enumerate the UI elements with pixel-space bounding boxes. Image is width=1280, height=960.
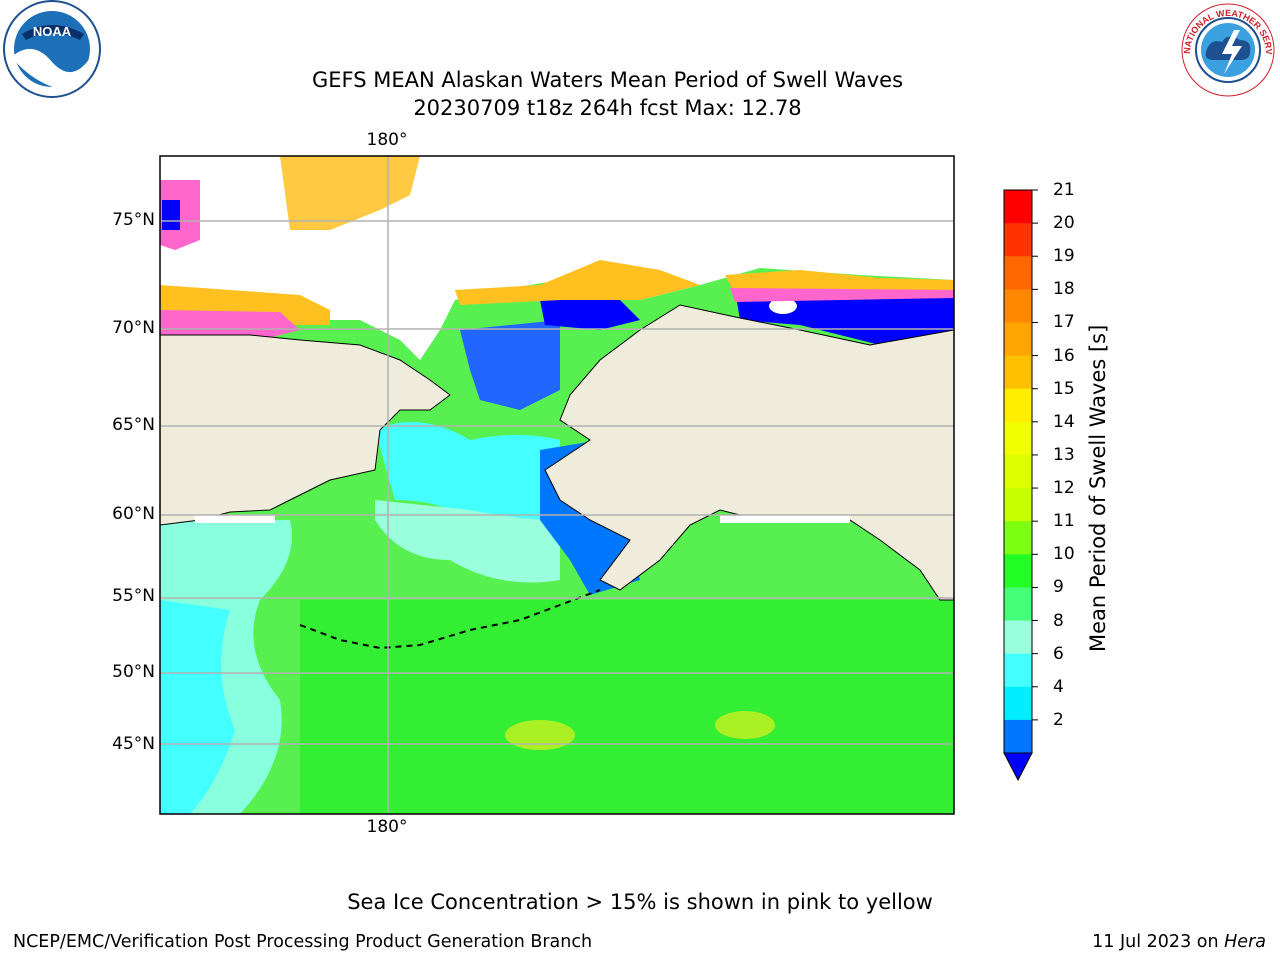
colorbar-swatch — [1004, 587, 1032, 622]
colorbar-frame — [1003, 189, 1033, 754]
colorbar-tick-label: 8 — [1053, 610, 1064, 631]
colorbar — [1003, 189, 1038, 782]
colorbar-tick-label: 14 — [1053, 411, 1075, 432]
ice-edge-pink-west — [160, 310, 300, 340]
colorbar-tick-label: 17 — [1053, 312, 1075, 333]
lon-label-bottom: 180° — [366, 817, 408, 837]
colorbar-tick-label: 6 — [1053, 643, 1064, 664]
lat-label-60: 60°N — [112, 504, 155, 524]
noaa-logo-icon: NOAA — [3, 0, 101, 98]
swell-peak-12-east — [715, 711, 775, 739]
colorbar-title: Mean Period of Swell Waves [s] — [1086, 324, 1110, 652]
sea-ice-ne-core — [162, 200, 180, 230]
map-frame — [159, 155, 955, 815]
lat-label-50: 50°N — [112, 662, 155, 682]
title-line-1: GEFS MEAN Alaskan Waters Mean Period of … — [311, 68, 904, 92]
footer-host: Hera — [1224, 932, 1266, 952]
lat-label-70: 70°N — [112, 318, 155, 338]
colorbar-swatch — [1004, 322, 1032, 357]
colorbar-swatch — [1004, 355, 1032, 390]
swell-band-8-9-bering — [375, 500, 560, 583]
swell-band-2-4-chukchi — [460, 320, 560, 410]
lat-label-75: 75°N — [112, 210, 155, 230]
swell-band-6-8-bering — [375, 422, 560, 520]
colorbar-swatch — [1004, 223, 1032, 257]
nws-logo-icon: NATIONAL WEATHER SERVICE — [1175, 0, 1275, 97]
lat-label-45: 45°N — [112, 734, 155, 754]
colorbar-swatch — [1004, 521, 1032, 555]
footer-date: 11 Jul 2023 on Hera — [1092, 932, 1266, 952]
colorbar-tick-label: 10 — [1053, 544, 1075, 565]
colorbar-swatch — [1004, 421, 1032, 456]
colorbar-tick-label: 2 — [1053, 709, 1064, 730]
colorbar-swatch — [1004, 289, 1032, 323]
colorbar-swatch — [1004, 388, 1032, 423]
title-line-2: 20230709 t18z 264h fcst Max: 12.78 — [413, 96, 802, 120]
sea-ice-note: Sea Ice Concentration > 15% is shown in … — [347, 890, 933, 914]
colorbar-swatch — [1004, 686, 1032, 721]
swell-band-lt2-chukchi — [540, 300, 640, 330]
colorbar-tick-label: 9 — [1053, 577, 1064, 598]
colorbar-swatch — [1004, 488, 1032, 522]
colorbar-extend-arrow — [1003, 752, 1033, 782]
colorbar-swatch — [1004, 620, 1032, 655]
lat-label-65: 65°N — [112, 415, 155, 435]
ice-edge-yellow-beaufort — [725, 270, 954, 294]
lat-label-55: 55°N — [112, 586, 155, 606]
sea-ice-north-patch — [280, 156, 420, 230]
noaa-logo-text: NOAA — [33, 24, 72, 39]
sea-ice-bering-edge-east — [720, 515, 850, 523]
colorbar-tick-label: 12 — [1053, 478, 1075, 499]
colorbar-tick-label: 21 — [1053, 180, 1075, 200]
lon-label-top: 180° — [366, 130, 408, 150]
colorbar-tick-label: 16 — [1053, 345, 1075, 366]
colorbar-swatch — [1004, 256, 1032, 290]
colorbar-swatch — [1004, 454, 1032, 489]
aleutian-islands — [299, 589, 601, 650]
colorbar-tick-label: 18 — [1053, 279, 1075, 300]
footer-credit: NCEP/EMC/Verification Post Processing Pr… — [13, 932, 593, 952]
sea-ice-bering-edge-west — [195, 515, 275, 523]
swell-band-10-11 — [300, 600, 954, 814]
colorbar-swatch — [1004, 653, 1032, 688]
footer-date-text: 11 Jul 2023 on — [1092, 932, 1219, 952]
nws-logo: NATIONAL WEATHER SERVICE — [1175, 0, 1278, 102]
noaa-logo: NOAA — [0, 0, 104, 100]
colorbar-tick-label: 20 — [1053, 213, 1075, 234]
land-siberia — [160, 334, 451, 526]
swell-band-6-8-west — [160, 600, 235, 814]
ice-edge-yellow-chukchi — [455, 260, 700, 305]
colorbar-swatch — [1004, 554, 1032, 588]
ice-patch-beaufort — [769, 298, 797, 314]
colorbar-tick-label: 13 — [1053, 444, 1075, 465]
ice-edge-pink-beaufort — [730, 288, 954, 302]
colorbar-tick-label: 4 — [1053, 676, 1064, 697]
colorbar-swatch — [1004, 719, 1032, 754]
swell-peak-12 — [505, 720, 575, 750]
colorbar-tick-label: 11 — [1053, 511, 1075, 532]
colorbar-tick-label: 19 — [1053, 246, 1075, 267]
colorbar-tick-label: 15 — [1053, 378, 1075, 399]
colorbar-swatch — [1004, 190, 1032, 224]
graticule — [160, 156, 954, 814]
